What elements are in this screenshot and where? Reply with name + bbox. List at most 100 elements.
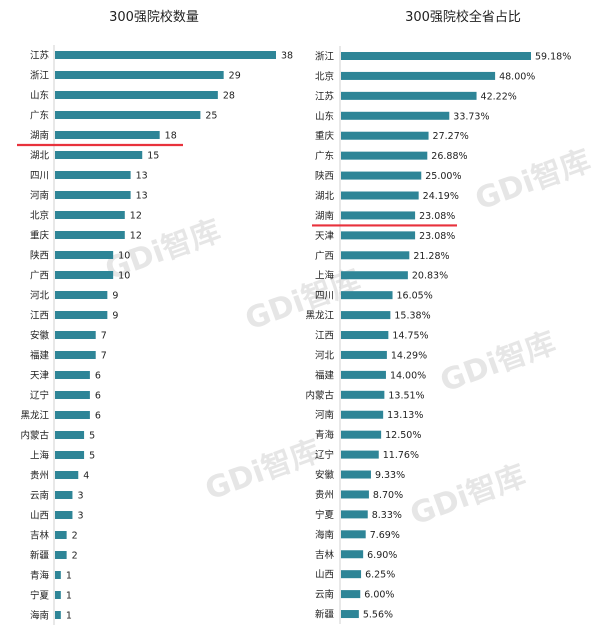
right-bar xyxy=(341,470,371,479)
right-value-label: 15.38% xyxy=(394,311,430,322)
right-category-label: 黑龙江 xyxy=(305,310,334,322)
left-value-label: 6 xyxy=(95,371,101,382)
right-category-label: 安徽 xyxy=(315,469,335,481)
right-category-label: 吉林 xyxy=(315,549,335,561)
left-value-label: 15 xyxy=(147,151,159,162)
right-bar xyxy=(341,490,369,499)
right-value-label: 9.33% xyxy=(375,470,405,481)
left-value-label: 28 xyxy=(223,91,235,102)
right-bar xyxy=(341,52,531,60)
left-bar xyxy=(55,71,224,79)
left-category-label: 重庆 xyxy=(30,230,50,242)
left-bar xyxy=(55,511,73,519)
right-bar xyxy=(341,191,419,200)
left-bar xyxy=(55,451,85,459)
left-category-label: 内蒙古 xyxy=(20,430,49,442)
right-category-label: 重庆 xyxy=(315,130,335,142)
left-bar xyxy=(55,371,90,379)
right-value-label: 42.22% xyxy=(481,91,517,102)
right-value-label: 14.00% xyxy=(390,370,426,381)
right-category-label: 山东 xyxy=(315,110,334,122)
right-bar xyxy=(341,410,384,419)
left-value-label: 7 xyxy=(101,331,107,342)
right-value-label: 14.29% xyxy=(391,350,427,361)
right-category-label: 海南 xyxy=(315,529,334,541)
right-category-label: 陕西 xyxy=(315,170,334,182)
right-bar xyxy=(341,331,389,340)
left-bar xyxy=(55,591,61,599)
right-value-label: 20.83% xyxy=(412,271,448,282)
watermark-text: GDi智库 xyxy=(201,434,326,508)
left-value-label: 9 xyxy=(112,291,118,302)
left-chart-title: 300强院校数量 xyxy=(109,9,199,25)
left-bar xyxy=(55,331,96,339)
right-bar xyxy=(341,91,477,100)
left-value-label: 5 xyxy=(89,451,95,462)
watermark-text: GDi智库 xyxy=(436,326,561,400)
left-category-label: 海南 xyxy=(30,610,49,622)
right-category-label: 四川 xyxy=(315,291,334,302)
left-value-label: 13 xyxy=(136,191,148,202)
left-value-label: 2 xyxy=(72,531,78,542)
left-value-label: 10 xyxy=(118,251,130,262)
right-category-label: 广西 xyxy=(315,250,334,262)
left-value-label: 38 xyxy=(281,51,293,62)
left-value-label: 4 xyxy=(83,471,89,482)
left-bar xyxy=(55,611,61,619)
watermark-text: GDi智库 xyxy=(406,459,531,533)
right-value-label: 21.28% xyxy=(413,251,449,262)
left-bar xyxy=(55,51,276,59)
left-value-label: 9 xyxy=(112,311,118,322)
right-category-label: 上海 xyxy=(315,270,335,282)
left-bar xyxy=(55,291,108,299)
right-category-label: 内蒙古 xyxy=(305,389,334,401)
right-category-label: 湖南 xyxy=(315,210,334,222)
left-value-label: 12 xyxy=(130,211,142,222)
right-category-label: 山西 xyxy=(315,570,334,581)
right-value-label: 14.75% xyxy=(392,331,428,342)
left-bar xyxy=(55,471,79,479)
left-value-label: 12 xyxy=(130,231,142,242)
left-category-label: 广东 xyxy=(30,110,49,122)
left-category-label: 河南 xyxy=(30,190,49,202)
left-bar xyxy=(55,131,160,139)
right-category-label: 河南 xyxy=(315,409,334,421)
left-category-label: 河北 xyxy=(30,290,50,302)
left-bar xyxy=(55,431,85,439)
right-bar xyxy=(341,430,382,439)
right-category-label: 福建 xyxy=(315,369,335,381)
right-bar xyxy=(341,530,366,539)
right-value-label: 27.27% xyxy=(433,131,469,142)
left-category-label: 上海 xyxy=(30,450,50,462)
right-bar xyxy=(341,131,429,140)
left-category-label: 云南 xyxy=(30,490,49,502)
right-value-label: 23.08% xyxy=(419,211,455,222)
right-value-label: 6.25% xyxy=(365,570,395,581)
left-category-label: 江西 xyxy=(30,311,49,322)
right-bar xyxy=(341,171,422,180)
left-category-label: 江苏 xyxy=(30,50,50,62)
right-bar xyxy=(341,550,364,559)
left-value-label: 1 xyxy=(66,571,72,582)
right-category-label: 宁夏 xyxy=(315,509,335,521)
right-bar xyxy=(341,151,428,160)
left-category-label: 北京 xyxy=(30,210,49,222)
left-category-label: 天津 xyxy=(30,371,50,382)
left-value-label: 10 xyxy=(118,271,130,282)
left-bar xyxy=(55,231,125,239)
left-bar xyxy=(55,111,201,119)
left-category-label: 安徽 xyxy=(30,330,50,342)
right-bar xyxy=(341,570,362,579)
left-category-label: 宁夏 xyxy=(30,590,50,602)
left-category-label: 新疆 xyxy=(30,550,50,562)
right-category-label: 云南 xyxy=(315,589,334,601)
left-category-label: 吉林 xyxy=(30,530,50,542)
right-bar xyxy=(341,590,361,599)
right-bar xyxy=(341,71,496,80)
left-category-label: 湖南 xyxy=(30,130,49,142)
right-category-label: 广东 xyxy=(315,150,334,162)
left-bar xyxy=(55,391,90,399)
left-value-label: 1 xyxy=(66,611,72,622)
